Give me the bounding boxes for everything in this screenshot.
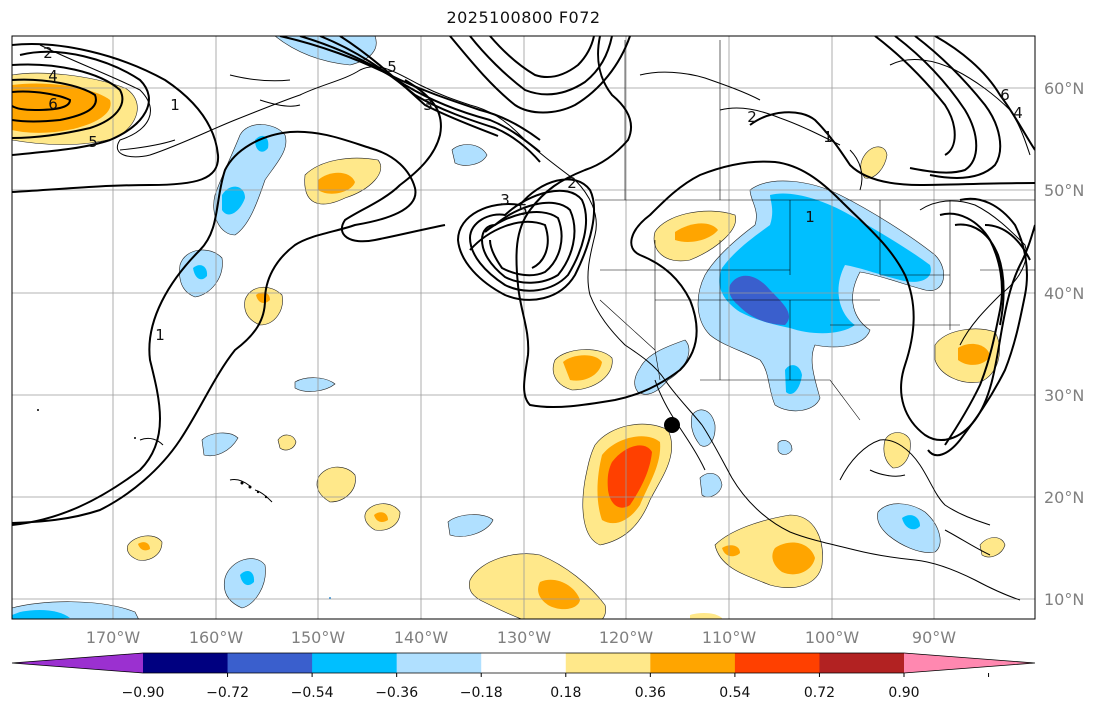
lon-label: 140°W (394, 628, 449, 647)
lon-label: 90°W (912, 628, 956, 647)
colorbar: −0.90 −0.72 −0.54 −0.36 −0.18 0.18 0.36 0.54 0.7… (11, 652, 1036, 701)
lon-label: 160°W (189, 628, 244, 647)
coastlines (39, 44, 1031, 601)
longitude-labels: 170°W 160°W 150°W 140°W 130°W 120°W 110°… (86, 628, 956, 647)
contour-label: 2 (567, 174, 577, 192)
contour-labels: 2 4 6 5 1 1 5 3 3 2 1 1 5 2 6 4 (43, 44, 1023, 344)
positive-anomaly-shading (12, 72, 1006, 619)
contour-label: 5 (88, 133, 98, 151)
island-dots (37, 409, 331, 599)
colorbar-tick-label: −0.54 (291, 685, 334, 701)
colorbar-extend-high (904, 653, 1035, 673)
colorbar-segment (481, 653, 567, 673)
lat-label: 60°N (1044, 79, 1084, 98)
contour-lines (12, 36, 1035, 526)
colorbar-segment (227, 653, 313, 673)
colorbar-tick-label: −0.18 (460, 685, 503, 701)
contour-label: 1 (805, 208, 815, 226)
colorbar-tick-label: 0.72 (804, 685, 835, 701)
political-borders (595, 40, 1035, 421)
contour-label: 3 (423, 96, 433, 114)
colorbar-tick-label: −0.36 (375, 685, 418, 701)
colorbar-segment (143, 653, 229, 673)
colorbar-extend-low (12, 653, 143, 673)
lat-label: 40°N (1044, 284, 1084, 303)
colorbar-segment (819, 653, 905, 673)
contour-label: 2 (747, 108, 757, 126)
contour-label: 1 (170, 96, 180, 114)
lat-label: 20°N (1044, 488, 1084, 507)
colorbar-segment (734, 653, 820, 673)
contour-label: 3 (500, 191, 510, 209)
location-marker (664, 417, 680, 433)
contour-label: 5 (518, 201, 528, 219)
colorbar-tick-label: −0.72 (206, 685, 249, 701)
contour-label: 6 (1000, 86, 1010, 104)
lon-label: 130°W (497, 628, 552, 647)
lat-label: 10°N (1044, 590, 1084, 609)
colorbar-segment (565, 653, 651, 673)
contour-label: 5 (387, 58, 397, 76)
plot-border (11, 35, 1036, 620)
colorbar-segment (312, 653, 398, 673)
colorbar-tick-label: 0.90 (888, 685, 919, 701)
contour-label: 4 (48, 67, 58, 85)
colorbar-tick-label: 0.36 (635, 685, 666, 701)
lon-label: 120°W (599, 628, 654, 647)
negative-anomaly-shading (12, 36, 944, 619)
lon-label: 100°W (805, 628, 860, 647)
colorbar-segment (650, 653, 736, 673)
contour-label: 1 (823, 128, 833, 146)
latitude-labels: 60°N 50°N 40°N 30°N 20°N 10°N (1044, 79, 1084, 609)
lat-label: 50°N (1044, 181, 1084, 200)
contour-label: 4 (1013, 104, 1023, 122)
colorbar-tick-label: 0.54 (719, 685, 750, 701)
lon-label: 110°W (702, 628, 757, 647)
colorbar-tick-label: 0.18 (550, 685, 581, 701)
colorbar-segment (396, 653, 482, 673)
contour-label: 6 (48, 95, 58, 113)
colorbar-tick-label: −0.90 (122, 685, 165, 701)
contour-label: 1 (155, 326, 165, 344)
colorbar-outline (11, 652, 1036, 674)
map-plot-area: 2 4 6 5 1 1 5 3 3 2 1 1 5 2 6 4 (12, 36, 1035, 619)
contour-label: 2 (43, 44, 53, 62)
lat-label: 30°N (1044, 386, 1084, 405)
lon-label: 170°W (86, 628, 141, 647)
map-title: 2025100800 F072 (446, 8, 601, 27)
graticule (12, 36, 1035, 619)
lon-label: 150°W (291, 628, 346, 647)
